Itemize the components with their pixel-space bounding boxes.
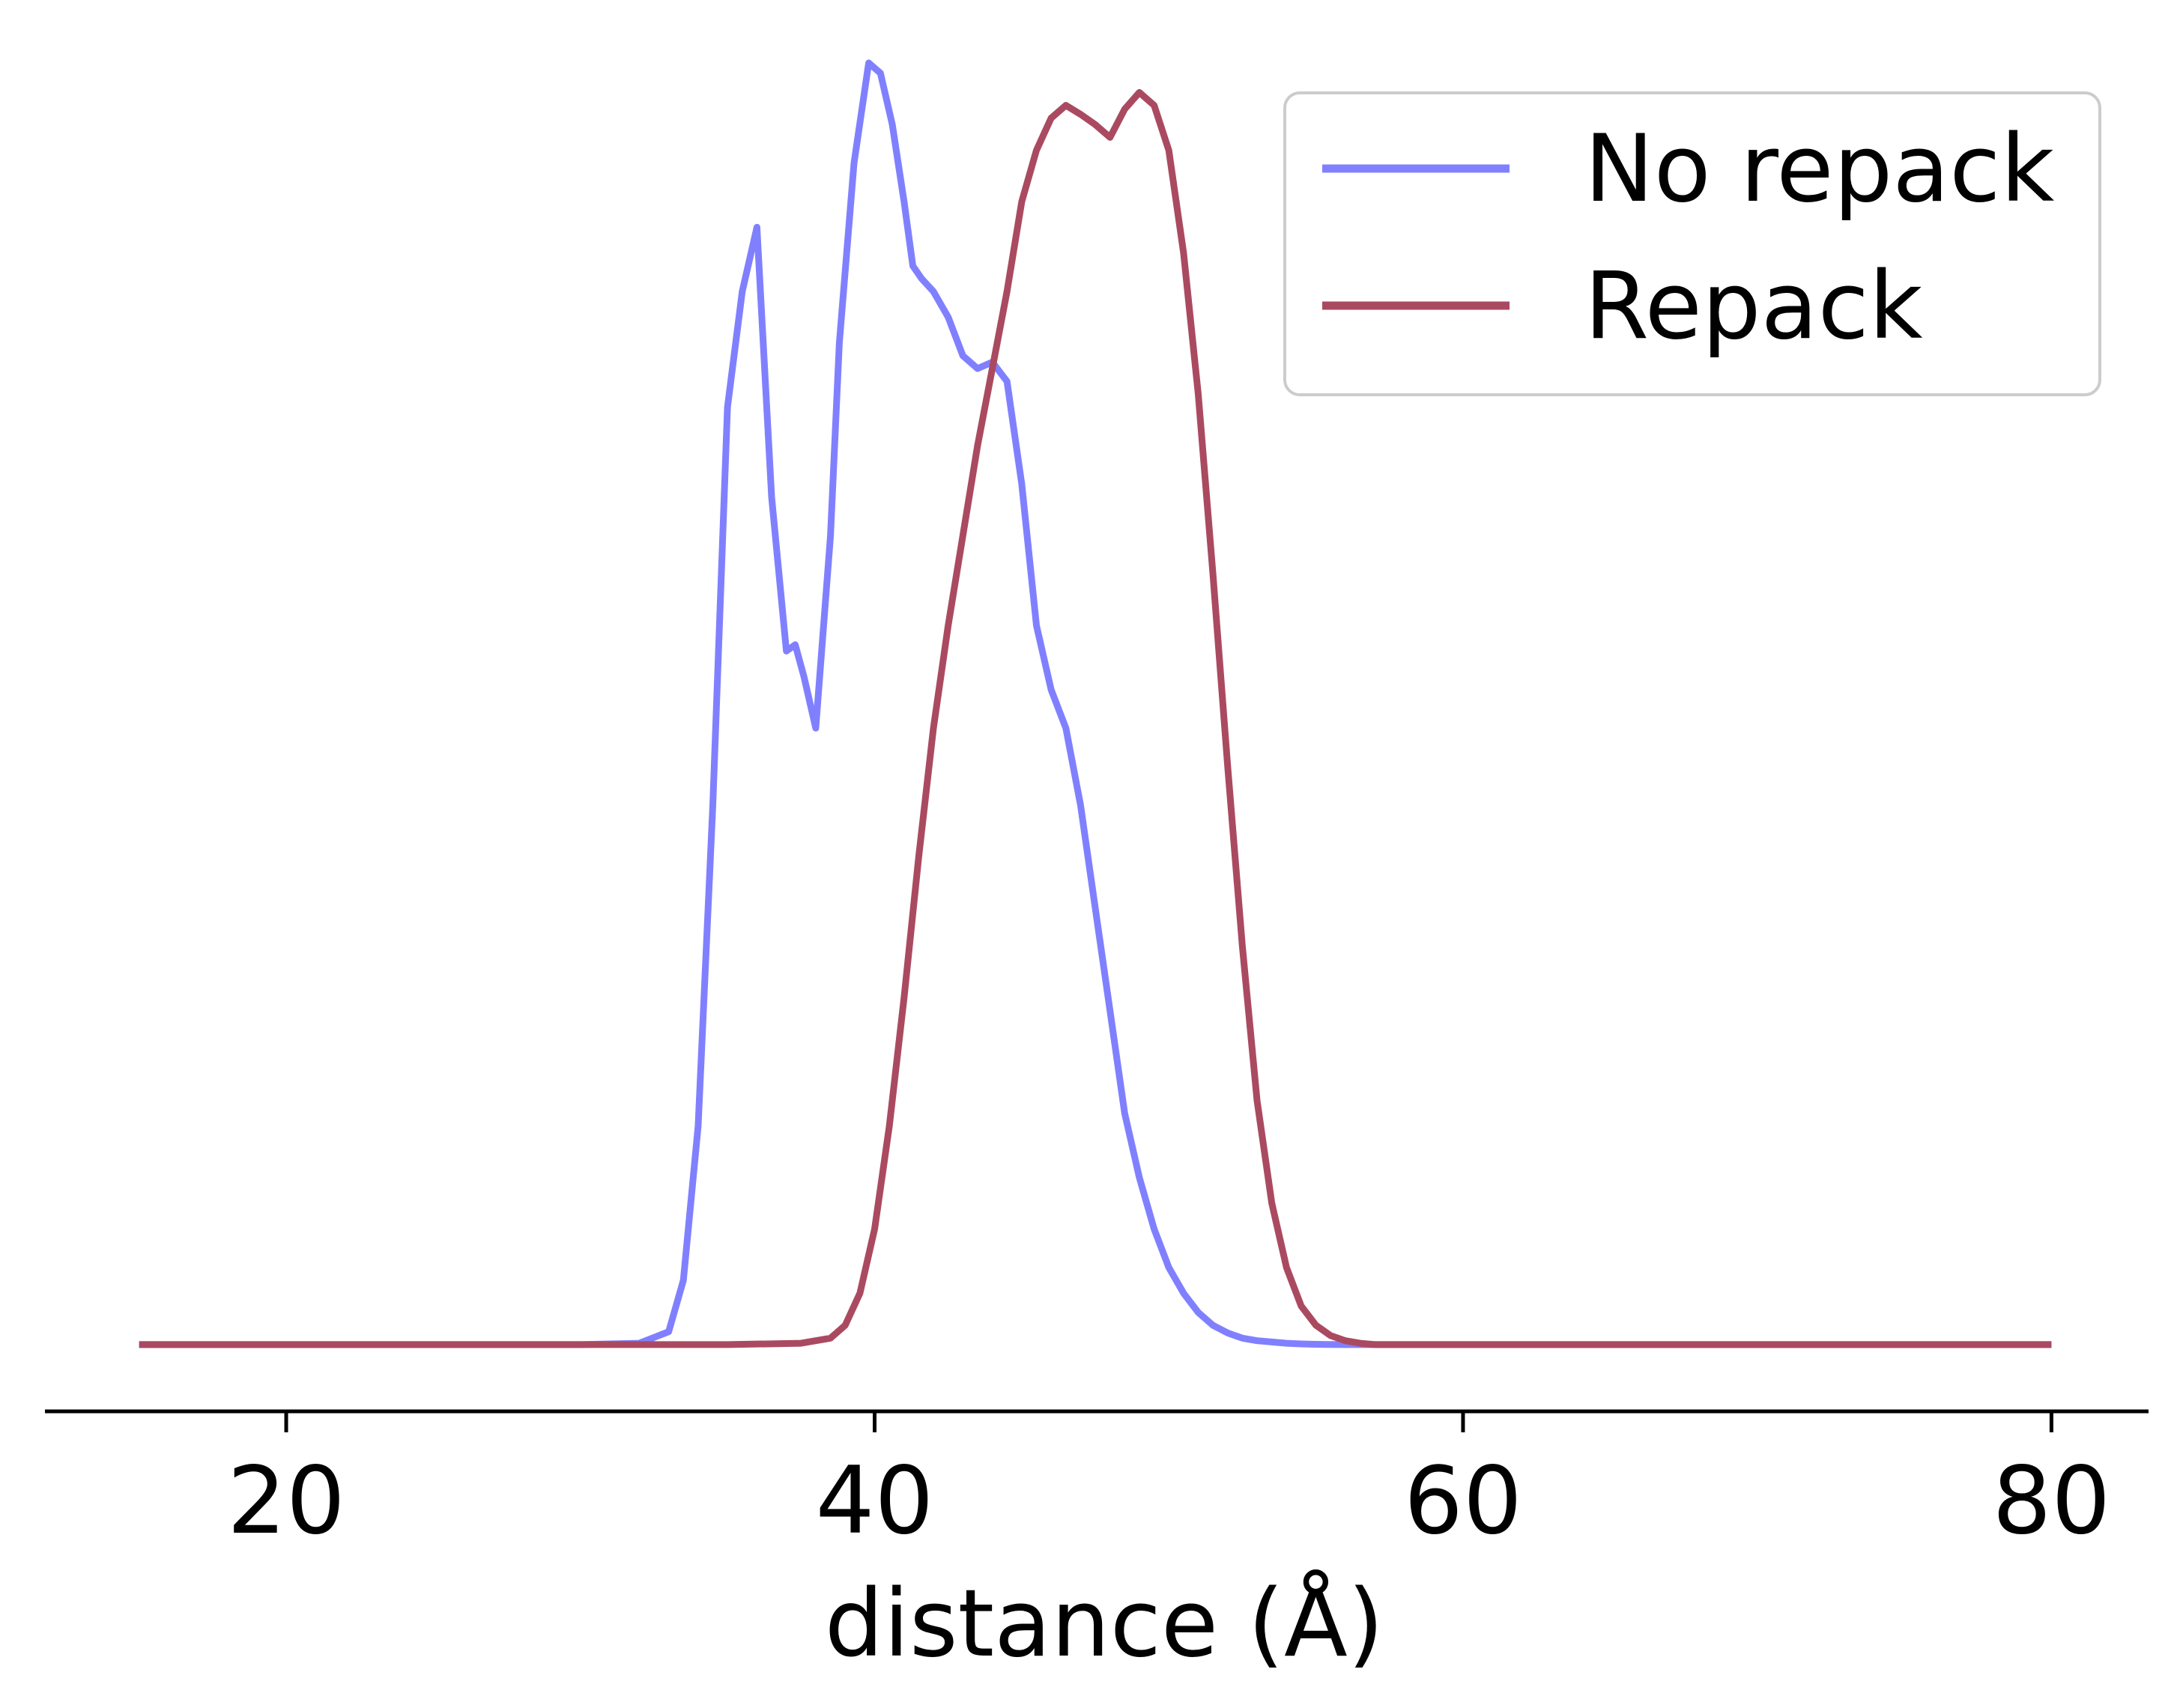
legend: No repack Repack xyxy=(1283,91,2101,396)
x-tick-label-80: 80 xyxy=(1993,1447,2111,1555)
x-tick-label-60: 60 xyxy=(1404,1447,1522,1555)
legend-label-no-repack: No repack xyxy=(1584,115,2054,223)
x-tick-label-40: 40 xyxy=(816,1447,934,1555)
x-tick-label-20: 20 xyxy=(227,1447,345,1555)
series-line-no-repack xyxy=(139,59,2052,1348)
x-axis: 20 40 60 80 xyxy=(45,1409,2149,1555)
series-layer xyxy=(139,59,2052,1348)
series-line-repack xyxy=(139,88,2052,1348)
legend-label-repack: Repack xyxy=(1584,252,1923,360)
x-axis-label: distance (Å) xyxy=(825,1569,1384,1678)
